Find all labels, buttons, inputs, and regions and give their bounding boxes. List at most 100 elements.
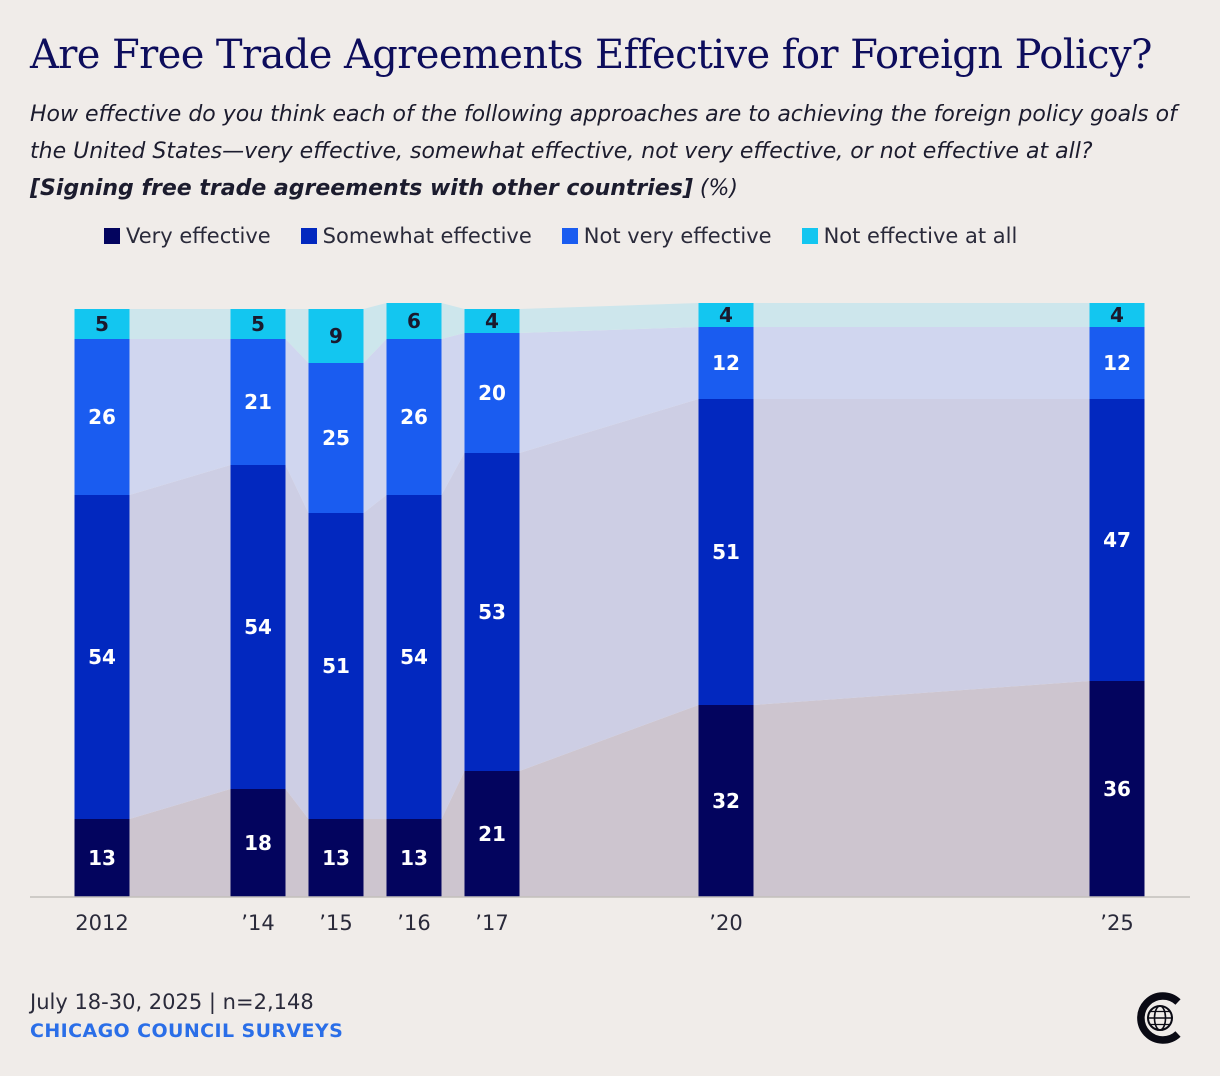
band-very-4	[519, 705, 699, 897]
bar-not_at_all-2025	[1089, 303, 1145, 327]
label-somewhat-2014: 54	[244, 615, 272, 639]
legend-item-not-very-effective: Not very effective	[561, 224, 772, 248]
tick-2014: ’14	[241, 911, 274, 935]
label-not_very-2014: 21	[244, 390, 272, 414]
label-somewhat-2025: 47	[1103, 528, 1131, 552]
bar-very-2016	[386, 819, 442, 897]
legend-swatch-very-effective	[104, 228, 120, 244]
label-not_at_all-2016: 6	[407, 309, 421, 333]
band-not_at_all-1	[285, 309, 309, 363]
label-very-2016: 13	[400, 846, 428, 870]
label-not_at_all-2025: 4	[1110, 303, 1124, 327]
legend-swatch-somewhat-effective	[300, 228, 317, 244]
bar-segments	[74, 303, 1145, 897]
legend-item-very-effective: Very effective	[104, 224, 271, 248]
band-not_at_all-4	[519, 303, 699, 333]
bar-somewhat-2014	[230, 465, 286, 789]
label-very-2014: 18	[244, 831, 272, 855]
label-very-2015: 13	[322, 846, 350, 870]
survey-date-sample: July 18-30, 2025 | n=2,148	[30, 990, 314, 1014]
bar-somewhat-2020	[698, 399, 754, 705]
label-not_very-2016: 26	[400, 405, 428, 429]
label-not_at_all-2014: 5	[251, 312, 265, 336]
label-very-2017: 21	[478, 822, 506, 846]
bar-not_very-2016	[386, 339, 442, 495]
band-not_very-5	[753, 327, 1090, 399]
bar-not_very-2020	[698, 327, 754, 399]
band-not_very-0	[129, 339, 231, 495]
label-not_very-2015: 25	[322, 426, 350, 450]
band-not_very-4	[519, 327, 699, 453]
subtitle-question: How effective do you think each of the f…	[30, 102, 1177, 164]
label-not_very-2012: 26	[88, 405, 116, 429]
bar-not_at_all-2015	[308, 309, 364, 363]
bar-somewhat-2025	[1089, 399, 1145, 681]
band-very-2	[363, 819, 387, 897]
bar-not_very-2012	[74, 339, 130, 495]
legend-label-not-very-effective: Not very effective	[583, 224, 772, 248]
band-very-5	[753, 681, 1090, 897]
tick-2015: ’15	[319, 911, 352, 935]
tick-2012: 2012	[75, 911, 128, 935]
label-not_at_all-2017: 4	[485, 309, 499, 333]
connector-bands	[129, 303, 1090, 897]
band-not_at_all-3	[441, 303, 465, 339]
band-not_at_all-2	[363, 303, 387, 363]
tick-2025: ’25	[1100, 911, 1133, 935]
legend-label-not-effective-at-all: Not effective at all	[823, 224, 1018, 248]
legend-swatch-not-effective-at-all	[801, 228, 818, 244]
legend-label-somewhat-effective: Somewhat effective	[322, 224, 532, 248]
band-not_very-3	[441, 333, 465, 495]
bar-very-2025	[1089, 681, 1145, 897]
legend-item-somewhat-effective: Somewhat effective	[300, 224, 532, 248]
band-not_very-1	[285, 339, 309, 513]
band-somewhat-0	[129, 465, 231, 819]
label-very-2012: 13	[88, 846, 116, 870]
bar-not_at_all-2017	[464, 309, 520, 333]
band-somewhat-2	[363, 495, 387, 819]
bar-very-2014	[230, 789, 286, 897]
label-somewhat-2015: 51	[322, 654, 350, 678]
label-somewhat-2016: 54	[400, 645, 428, 669]
legend-label-very-effective: Very effective	[126, 224, 271, 248]
chart-legend: Very effective Somewhat effective Not ve…	[104, 224, 1017, 248]
label-very-2025: 36	[1103, 777, 1131, 801]
bar-not_at_all-2020	[698, 303, 754, 327]
x-axis-tick-labels: 2012 ’14 ’15 ’16 ’17 ’20 ’25	[75, 911, 1133, 935]
label-not_very-2017: 20	[478, 381, 506, 405]
band-somewhat-4	[519, 399, 699, 771]
band-somewhat-3	[441, 453, 465, 819]
band-not_at_all-5	[753, 303, 1090, 327]
band-not_at_all-0	[129, 309, 231, 339]
tick-2016: ’16	[397, 911, 430, 935]
bar-very-2012	[74, 819, 130, 897]
bar-not_at_all-2016	[386, 303, 442, 339]
bar-very-2015	[308, 819, 364, 897]
label-somewhat-2017: 53	[478, 600, 506, 624]
bar-somewhat-2015	[308, 513, 364, 819]
bar-not_at_all-2012	[74, 309, 130, 339]
label-somewhat-2012: 54	[88, 645, 116, 669]
band-somewhat-5	[753, 399, 1090, 705]
subtitle-unit: (%)	[699, 176, 738, 201]
label-not_at_all-2012: 5	[95, 312, 109, 336]
label-very-2020: 32	[712, 789, 740, 813]
legend-swatch-not-very-effective	[561, 228, 578, 244]
label-not_very-2025: 12	[1103, 351, 1131, 375]
tick-2020: ’20	[709, 911, 742, 935]
chart-subtitle: How effective do you think each of the f…	[30, 96, 1200, 207]
label-not_at_all-2015: 9	[329, 324, 343, 348]
tick-2017: ’17	[475, 911, 508, 935]
label-not_very-2020: 12	[712, 351, 740, 375]
band-somewhat-1	[285, 465, 309, 819]
chicago-council-globe-icon	[1137, 992, 1181, 1044]
bar-somewhat-2016	[386, 495, 442, 819]
legend-item-not-effective-at-all: Not effective at all	[801, 224, 1018, 248]
chart-title: Are Free Trade Agreements Effective for …	[30, 32, 1152, 78]
bar-not_very-2017	[464, 333, 520, 453]
bar-somewhat-2017	[464, 453, 520, 771]
label-not_at_all-2020: 4	[719, 303, 733, 327]
band-very-3	[441, 771, 465, 897]
band-very-1	[285, 789, 309, 897]
